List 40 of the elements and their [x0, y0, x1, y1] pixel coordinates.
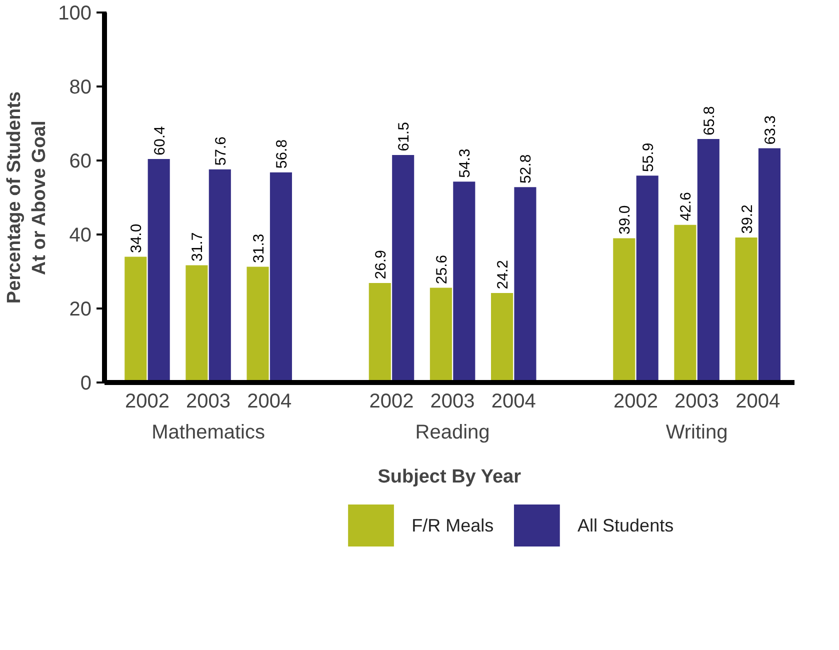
data-label: 60.4 — [151, 126, 168, 156]
data-label: 39.2 — [738, 204, 756, 234]
x-tick-label: 2002 — [124, 390, 170, 412]
x-tick-label: 2004 — [491, 390, 536, 412]
y-tick-label: 80 — [69, 76, 92, 98]
x-tick-label: 2003 — [674, 390, 720, 412]
x-axis-title: Subject By Year — [378, 466, 522, 488]
y-tick-label: 100 — [58, 2, 92, 24]
text: Writing — [666, 422, 728, 444]
x-tick-label: 2002 — [369, 390, 414, 412]
y-tick-label: 20 — [69, 298, 92, 320]
y-tick-label: 60 — [69, 150, 92, 172]
data-label: 54.3 — [456, 148, 474, 178]
legend-label: F/R Meals — [412, 516, 494, 536]
y-axis-title: Percentage of Students At or Above Goal — [4, 91, 50, 304]
x-tick-label: 2004 — [736, 390, 780, 412]
legend-label: All Students — [578, 516, 674, 536]
data-label: 34.0 — [128, 224, 146, 253]
data-label: 31.7 — [189, 232, 206, 262]
x-tick-label: 2004 — [247, 390, 292, 412]
data-label: 63.3 — [762, 115, 779, 145]
x-tick-label: 2003 — [430, 390, 475, 412]
x-tick-label: 2003 — [186, 390, 231, 412]
data-label: 57.6 — [212, 136, 230, 166]
data-label: 25.6 — [433, 254, 450, 284]
data-label: 39.0 — [616, 205, 634, 234]
data-label: 55.9 — [640, 142, 657, 172]
data-label: 61.5 — [396, 122, 413, 152]
data-label: 42.6 — [678, 192, 695, 222]
x-tick-label: 2002 — [613, 390, 658, 412]
data-label: 31.3 — [250, 234, 268, 263]
text: Mathematics — [152, 422, 265, 444]
y-tick-label: 40 — [69, 224, 92, 246]
data-label: 26.9 — [372, 250, 390, 280]
data-label: 56.8 — [273, 139, 290, 169]
data-label: 24.2 — [494, 260, 512, 290]
data-label: 65.8 — [700, 106, 718, 136]
data-label: 52.8 — [518, 154, 535, 184]
y-tick-label: 0 — [80, 372, 92, 394]
text: Reading — [415, 422, 490, 444]
